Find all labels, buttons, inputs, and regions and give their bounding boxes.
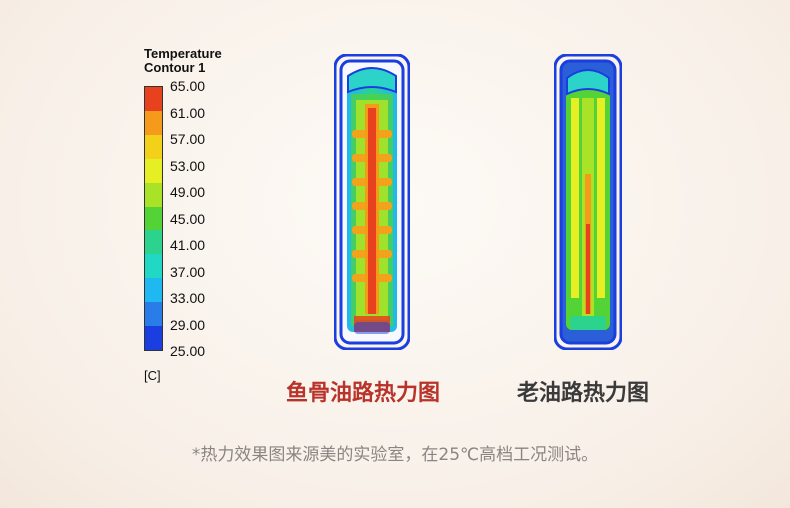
legend-tick-label: 37.00 — [170, 263, 206, 280]
legend-color-bar — [144, 86, 163, 351]
legend-title: Temperature Contour 1 — [144, 47, 222, 75]
legend-color-segment — [145, 87, 162, 111]
legend-tick-label: 65.00 — [170, 78, 206, 94]
legend-color-segment — [145, 182, 162, 207]
legend-tick-label: 25.00 — [170, 343, 206, 359]
legend-title-line1: Temperature — [144, 46, 222, 61]
legend-color-segment — [145, 134, 162, 159]
legend-color-segment — [145, 278, 162, 303]
legend-color-segment — [145, 326, 162, 350]
legend-tick-label: 49.00 — [170, 184, 206, 200]
legend-tick-label: 29.00 — [170, 316, 206, 333]
legend-unit: [C] — [144, 368, 161, 383]
footnote: *热力效果图来源美的实验室，在25℃高档工况测试。 — [191, 445, 599, 465]
legend-title-line2: Contour 1 — [144, 60, 206, 75]
fishbone-heatmap-image — [334, 54, 410, 350]
legend-tick-label: 33.00 — [170, 290, 206, 306]
legend-tick-label: 61.00 — [170, 104, 206, 121]
legend-tick-label: 53.00 — [170, 157, 206, 174]
legend-color-segment — [145, 254, 162, 279]
old-channel-heatmap-image — [554, 54, 622, 350]
legend-tick-label: 45.00 — [170, 210, 206, 227]
legend-color-segment — [145, 230, 162, 255]
right-caption: 老油路热力图 — [517, 381, 650, 406]
legend-color-segment — [145, 206, 162, 231]
legend-tick-label: 57.00 — [170, 131, 206, 147]
legend-color-segment — [145, 158, 162, 183]
legend-tick-label: 41.00 — [170, 237, 206, 253]
left-caption: 鱼骨油路热力图 — [286, 381, 441, 406]
legend-color-segment — [145, 302, 162, 327]
legend-color-segment — [145, 110, 162, 135]
